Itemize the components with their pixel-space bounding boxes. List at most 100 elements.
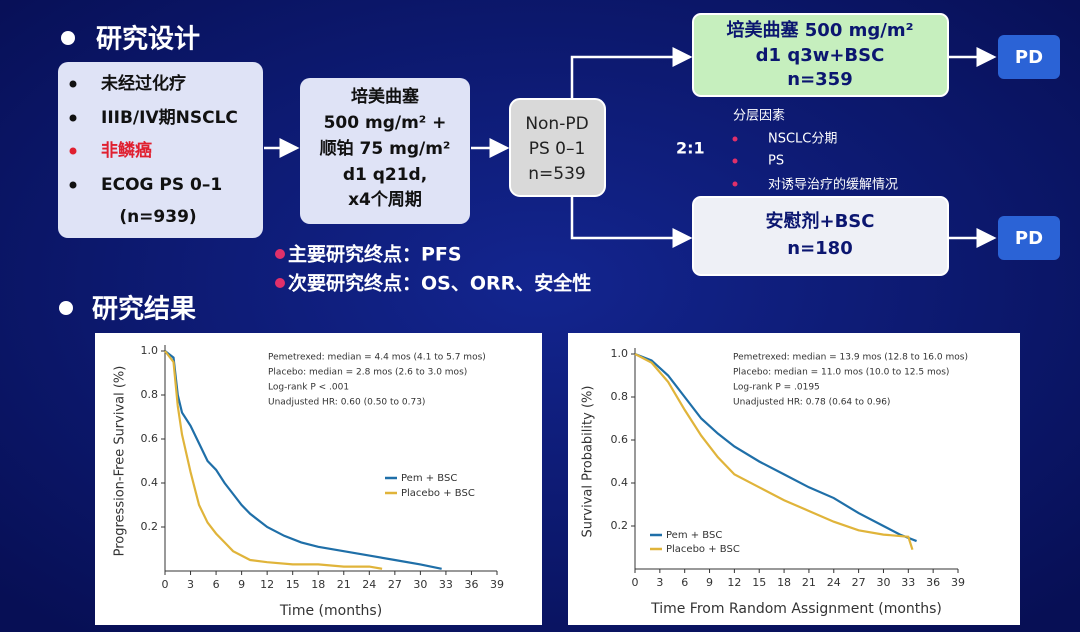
bullet [69, 181, 77, 189]
section-title: 研究设计 [96, 24, 200, 55]
y-tick-label: 0.6 [141, 432, 159, 445]
survival-line [634, 352, 917, 543]
annotation: Log-rank P = .0195 [733, 383, 820, 393]
eligibility-box [58, 62, 263, 238]
x-tick-label: 24 [827, 576, 841, 589]
arm-box [692, 196, 949, 276]
induction-text: 顺铂 75 mg/m² [320, 138, 451, 159]
induction-text: d1 q21d, [343, 165, 427, 185]
nonpd-box [509, 98, 606, 197]
legend-label: Placebo + BSC [666, 544, 740, 555]
survival-line [164, 350, 442, 570]
annotation: Log-rank P < .001 [268, 383, 349, 393]
pd-box [998, 35, 1060, 79]
y-tick-label: 1.0 [141, 344, 159, 357]
legend-label: Placebo + BSC [401, 488, 475, 499]
bullet [61, 31, 75, 45]
arrow [570, 47, 693, 99]
annotation: Placebo: median = 11.0 mos (10.0 to 12.5… [733, 368, 949, 378]
induction-text: x4个周期 [348, 189, 422, 210]
endpoint: 主要研究终点：PFS [288, 243, 462, 266]
x-tick-label: 0 [632, 576, 639, 589]
strat-item: 对诱导治疗的缓解情况 [768, 177, 898, 193]
bullet [732, 181, 738, 187]
x-tick-label: 33 [901, 576, 915, 589]
chart-panel [95, 333, 542, 625]
arm-text: n=180 [787, 238, 852, 259]
x-tick-label: 30 [413, 578, 427, 591]
induction-text: 500 mg/m² + [324, 113, 447, 133]
eligibility-item: 非鳞癌 [101, 140, 152, 161]
nonpd-text: PS 0–1 [529, 139, 586, 159]
arm-box [692, 13, 949, 97]
bullet [69, 114, 77, 122]
y-tick-label: 0.8 [611, 390, 629, 403]
arm-text: 安慰剂+BSC [766, 210, 875, 232]
strat-item: PS [768, 154, 784, 169]
x-tick-label: 15 [752, 576, 766, 589]
bullet [275, 278, 285, 288]
y-tick-label: 0.8 [141, 388, 159, 401]
x-tick-label: 6 [681, 576, 688, 589]
x-tick-label: 9 [238, 578, 245, 591]
x-tick-label: 39 [951, 576, 965, 589]
section-title: 研究结果 [92, 294, 196, 325]
y-tick-label: 0.2 [611, 519, 629, 532]
x-tick-label: 39 [490, 578, 504, 591]
arm-text: 培美曲塞 500 mg/m² [727, 19, 914, 41]
arm-text: n=359 [787, 69, 852, 90]
bullet [59, 301, 73, 315]
x-tick-label: 27 [388, 578, 402, 591]
ratio: 2:1 [676, 139, 705, 158]
x-tick-label: 18 [777, 576, 791, 589]
x-tick-label: 36 [926, 576, 940, 589]
annotation: Pemetrexed: median = 4.4 mos (4.1 to 5.7… [268, 353, 486, 363]
y-tick-label: 0.6 [611, 433, 629, 446]
eligibility-item: 未经过化疗 [100, 73, 186, 94]
annotation: Unadjusted HR: 0.60 (0.50 to 0.73) [268, 398, 425, 408]
survival-line [164, 350, 383, 570]
nonpd-text: Non-PD [525, 114, 588, 134]
bullet [732, 136, 738, 142]
pd-text: PD [1015, 47, 1043, 68]
y-tick-label: 0.4 [141, 476, 159, 489]
y-axis-label: Progression-Free Survival (%) [113, 366, 128, 557]
annotation: Placebo: median = 2.8 mos (2.6 to 3.0 mo… [268, 368, 467, 378]
strat-item: NSCLC分期 [768, 132, 837, 147]
x-tick-label: 36 [464, 578, 478, 591]
x-tick-label: 33 [439, 578, 453, 591]
eligibility-n: (n=939) [119, 207, 196, 227]
bullet [275, 249, 285, 259]
x-tick-label: 30 [876, 576, 890, 589]
x-tick-label: 6 [213, 578, 220, 591]
x-tick-label: 0 [162, 578, 169, 591]
annotation: Unadjusted HR: 0.78 (0.64 to 0.96) [733, 398, 890, 408]
y-tick-label: 1.0 [611, 347, 629, 360]
x-tick-label: 15 [286, 578, 300, 591]
pd-text: PD [1015, 228, 1043, 249]
x-tick-label: 3 [187, 578, 194, 591]
x-tick-label: 3 [656, 576, 663, 589]
x-tick-label: 27 [852, 576, 866, 589]
endpoint: 次要研究终点：OS、ORR、安全性 [288, 272, 591, 295]
x-tick-label: 24 [362, 578, 376, 591]
legend-label: Pem + BSC [401, 473, 457, 484]
arm-text: d1 q3w+BSC [756, 45, 885, 66]
x-tick-label: 18 [311, 578, 325, 591]
y-tick-label: 0.4 [611, 476, 629, 489]
x-axis-label: Time From Random Assignment (months) [650, 601, 942, 617]
x-tick-label: 9 [706, 576, 713, 589]
eligibility-item: ECOG PS 0–1 [101, 175, 222, 195]
x-tick-label: 12 [727, 576, 741, 589]
pd-box [998, 216, 1060, 260]
annotation: Pemetrexed: median = 13.9 mos (12.8 to 1… [733, 353, 968, 363]
legend-label: Pem + BSC [666, 530, 722, 541]
x-axis-label: Time (months) [279, 603, 382, 619]
induction-text: 培美曲塞 [351, 86, 420, 107]
x-tick-label: 12 [260, 578, 274, 591]
y-tick-label: 0.2 [141, 520, 159, 533]
arrow [570, 196, 693, 248]
bullet [69, 147, 77, 155]
nonpd-text: n=539 [528, 164, 585, 184]
